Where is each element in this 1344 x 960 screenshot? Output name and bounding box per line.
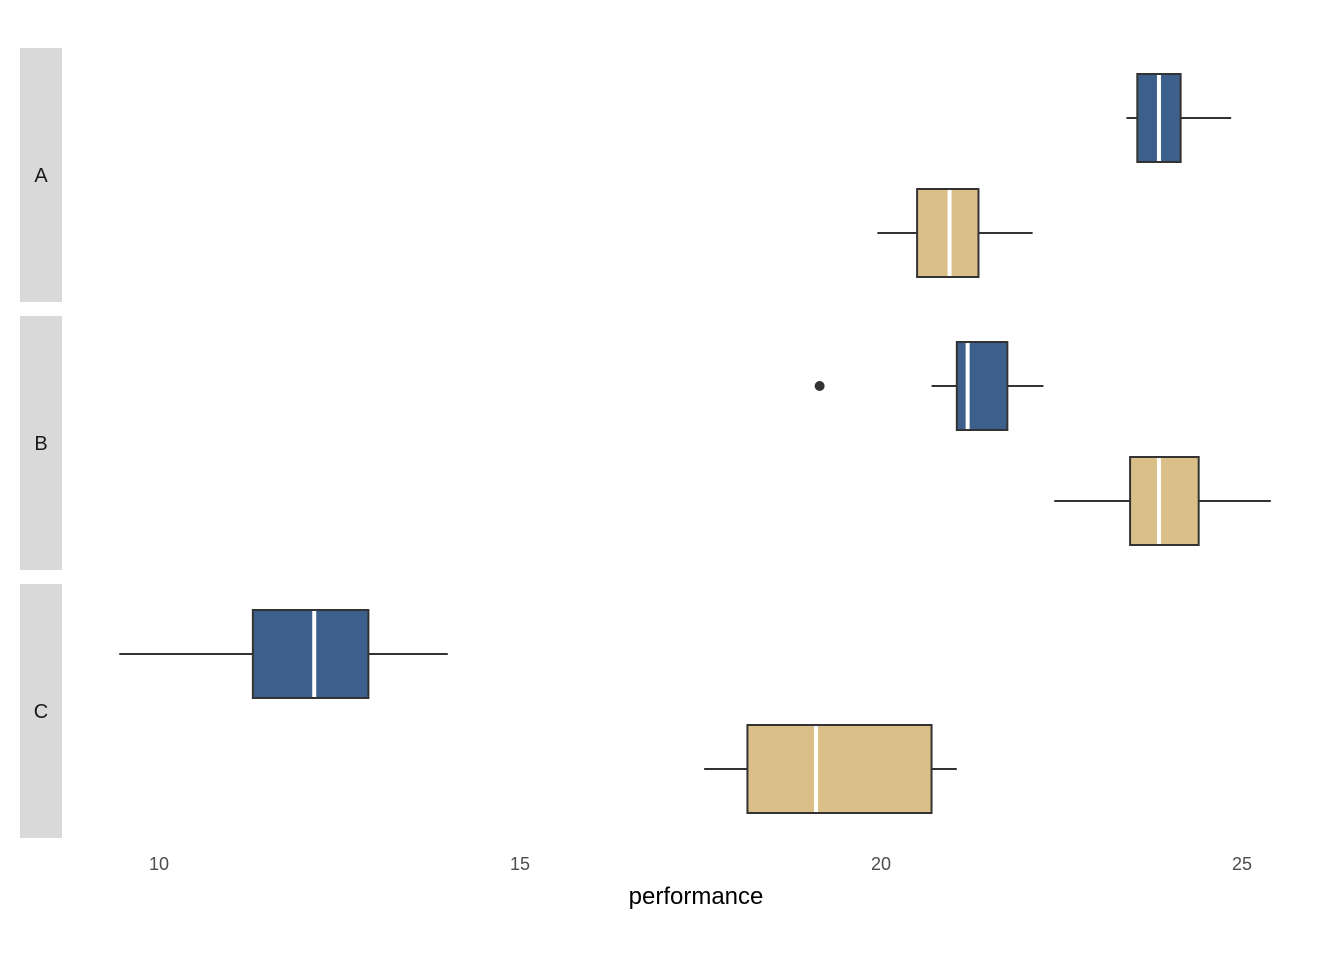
x-tick-label: 10 xyxy=(149,854,169,874)
facet-panel-c: C xyxy=(20,584,957,838)
box-body xyxy=(955,341,1009,431)
x-axis-title: performance xyxy=(629,883,764,910)
facet-label: A xyxy=(34,165,48,187)
box-body xyxy=(746,724,933,814)
facet-label: C xyxy=(34,701,48,723)
x-tick-label: 20 xyxy=(871,854,891,874)
facet-panel-b: B xyxy=(20,316,1271,570)
box-b-tan xyxy=(1054,456,1271,546)
box-b-blue xyxy=(814,341,1044,431)
box-a-blue xyxy=(1126,73,1232,163)
outlier-point xyxy=(814,381,825,391)
box-c-blue xyxy=(119,609,448,699)
box-body xyxy=(251,609,370,699)
box-a-tan xyxy=(877,188,1033,278)
facet-strip-c xyxy=(20,584,62,838)
facet-panels: A B C xyxy=(20,48,1271,838)
facet-label: B xyxy=(34,433,47,455)
box-body xyxy=(1129,456,1200,546)
facet-panel-a: A xyxy=(20,48,1232,302)
facet-strip-b xyxy=(20,316,62,570)
facet-strip-a xyxy=(20,48,62,302)
x-tick-label: 25 xyxy=(1232,854,1252,874)
x-axis: 10 15 20 25 xyxy=(149,854,1252,874)
x-tick-label: 15 xyxy=(510,854,530,874)
box-c-tan xyxy=(704,724,957,814)
